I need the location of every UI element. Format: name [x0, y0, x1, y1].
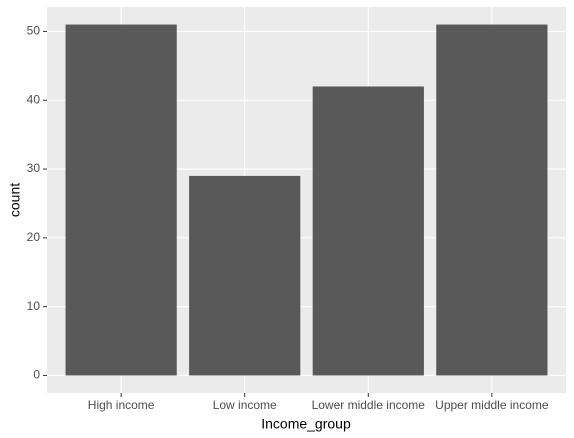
x-axis-label: Income_group — [261, 416, 351, 432]
x-tick-label: Low income — [213, 398, 277, 412]
bar — [312, 86, 424, 376]
bar — [436, 24, 548, 376]
y-tick-label: 30 — [27, 161, 41, 175]
x-tick-label: Upper middle income — [435, 398, 549, 412]
bar — [189, 175, 301, 376]
y-tick-label: 50 — [27, 24, 41, 38]
x-tick-label: Lower middle income — [312, 398, 426, 412]
x-tick-label: High income — [88, 398, 155, 412]
y-tick-label: 40 — [27, 92, 41, 106]
y-tick-label: 0 — [33, 368, 40, 382]
y-tick-label: 10 — [27, 299, 41, 313]
y-axis-label: count — [7, 183, 23, 217]
y-tick-label: 20 — [27, 230, 41, 244]
bar — [65, 24, 177, 376]
